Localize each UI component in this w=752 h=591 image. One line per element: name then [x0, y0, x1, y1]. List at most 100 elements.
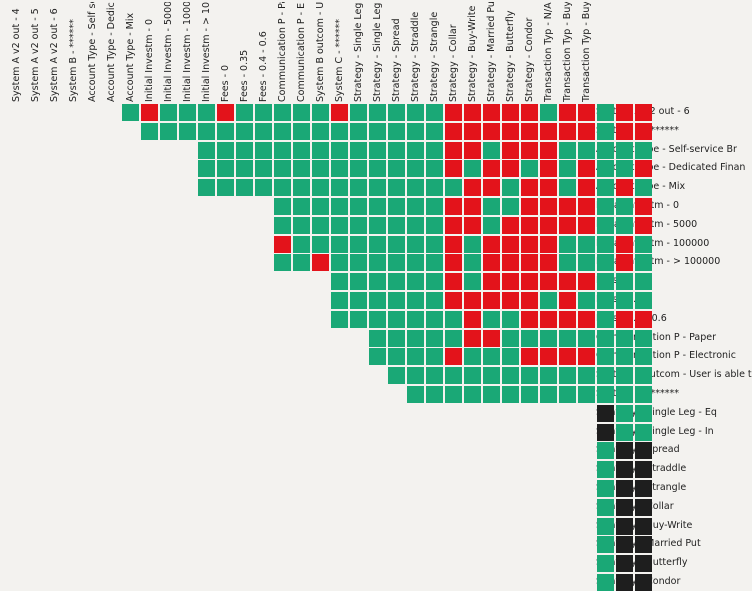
matrix-cell[interactable] [331, 216, 348, 234]
matrix-cell[interactable] [616, 404, 633, 422]
matrix-cell[interactable] [445, 179, 462, 197]
matrix-cell[interactable] [312, 179, 329, 197]
matrix-cell[interactable] [502, 216, 519, 234]
matrix-cell[interactable] [597, 574, 614, 591]
matrix-cell[interactable] [616, 235, 633, 253]
matrix-cell[interactable] [445, 273, 462, 291]
matrix-cell[interactable] [388, 216, 405, 234]
matrix-cell[interactable] [597, 498, 614, 516]
matrix-cell[interactable] [635, 310, 652, 328]
matrix-cell[interactable] [388, 122, 405, 140]
matrix-cell[interactable] [369, 122, 386, 140]
matrix-cell[interactable] [388, 348, 405, 366]
matrix-cell[interactable] [407, 273, 424, 291]
matrix-cell[interactable] [274, 198, 291, 215]
matrix-cell[interactable] [635, 480, 652, 497]
matrix-cell[interactable] [255, 104, 272, 121]
matrix-cell[interactable] [369, 329, 386, 347]
matrix-cell[interactable] [407, 104, 424, 121]
matrix-cell[interactable] [426, 104, 443, 121]
matrix-cell[interactable] [597, 517, 614, 535]
matrix-cell[interactable] [312, 254, 329, 272]
matrix-cell[interactable] [559, 386, 576, 403]
matrix-cell[interactable] [635, 348, 652, 366]
matrix-cell[interactable] [369, 273, 386, 291]
matrix-cell[interactable] [331, 198, 348, 215]
matrix-cell[interactable] [540, 254, 557, 272]
matrix-cell[interactable] [578, 386, 595, 403]
matrix-cell[interactable] [331, 310, 348, 328]
matrix-cell[interactable] [521, 198, 538, 215]
matrix-cell[interactable] [502, 179, 519, 197]
matrix-cell[interactable] [407, 216, 424, 234]
matrix-cell[interactable] [616, 254, 633, 272]
matrix-cell[interactable] [483, 329, 500, 347]
matrix-cell[interactable] [635, 179, 652, 197]
matrix-cell[interactable] [160, 104, 177, 121]
matrix-cell[interactable] [616, 386, 633, 403]
matrix-cell[interactable] [616, 574, 633, 591]
matrix-cell[interactable] [616, 179, 633, 197]
matrix-cell[interactable] [597, 423, 614, 441]
matrix-cell[interactable] [426, 179, 443, 197]
matrix-cell[interactable] [464, 367, 481, 385]
matrix-cell[interactable] [274, 122, 291, 140]
matrix-cell[interactable] [483, 198, 500, 215]
matrix-cell[interactable] [312, 104, 329, 121]
matrix-cell[interactable] [635, 442, 652, 460]
matrix-cell[interactable] [559, 160, 576, 178]
matrix-cell[interactable] [521, 292, 538, 309]
matrix-cell[interactable] [578, 235, 595, 253]
matrix-cell[interactable] [578, 104, 595, 121]
matrix-cell[interactable] [559, 216, 576, 234]
matrix-cell[interactable] [293, 141, 310, 159]
matrix-cell[interactable] [293, 160, 310, 178]
matrix-cell[interactable] [635, 386, 652, 403]
matrix-cell[interactable] [293, 235, 310, 253]
matrix-cell[interactable] [426, 235, 443, 253]
matrix-cell[interactable] [483, 348, 500, 366]
matrix-cell[interactable] [274, 254, 291, 272]
matrix-cell[interactable] [635, 198, 652, 215]
matrix-cell[interactable] [426, 273, 443, 291]
matrix-cell[interactable] [597, 292, 614, 309]
matrix-cell[interactable] [445, 235, 462, 253]
matrix-cell[interactable] [597, 122, 614, 140]
matrix-cell[interactable] [388, 141, 405, 159]
matrix-cell[interactable] [312, 235, 329, 253]
matrix-cell[interactable] [312, 216, 329, 234]
matrix-cell[interactable] [540, 329, 557, 347]
matrix-cell[interactable] [578, 179, 595, 197]
matrix-cell[interactable] [540, 348, 557, 366]
matrix-cell[interactable] [616, 141, 633, 159]
matrix-cell[interactable] [464, 198, 481, 215]
matrix-cell[interactable] [597, 141, 614, 159]
matrix-cell[interactable] [198, 122, 215, 140]
matrix-cell[interactable] [502, 160, 519, 178]
matrix-cell[interactable] [616, 348, 633, 366]
matrix-cell[interactable] [578, 292, 595, 309]
matrix-cell[interactable] [597, 404, 614, 422]
matrix-cell[interactable] [426, 329, 443, 347]
matrix-cell[interactable] [597, 273, 614, 291]
matrix-cell[interactable] [635, 536, 652, 554]
matrix-cell[interactable] [407, 254, 424, 272]
matrix-cell[interactable] [445, 254, 462, 272]
matrix-cell[interactable] [445, 329, 462, 347]
matrix-cell[interactable] [407, 235, 424, 253]
matrix-cell[interactable] [179, 122, 196, 140]
matrix-cell[interactable] [597, 536, 614, 554]
matrix-cell[interactable] [198, 179, 215, 197]
matrix-cell[interactable] [160, 122, 177, 140]
matrix-cell[interactable] [407, 386, 424, 403]
matrix-cell[interactable] [540, 367, 557, 385]
matrix-cell[interactable] [464, 122, 481, 140]
matrix-cell[interactable] [274, 141, 291, 159]
matrix-cell[interactable] [502, 367, 519, 385]
matrix-cell[interactable] [426, 160, 443, 178]
matrix-cell[interactable] [635, 423, 652, 441]
matrix-cell[interactable] [540, 198, 557, 215]
matrix-cell[interactable] [597, 442, 614, 460]
matrix-cell[interactable] [521, 160, 538, 178]
matrix-cell[interactable] [540, 160, 557, 178]
